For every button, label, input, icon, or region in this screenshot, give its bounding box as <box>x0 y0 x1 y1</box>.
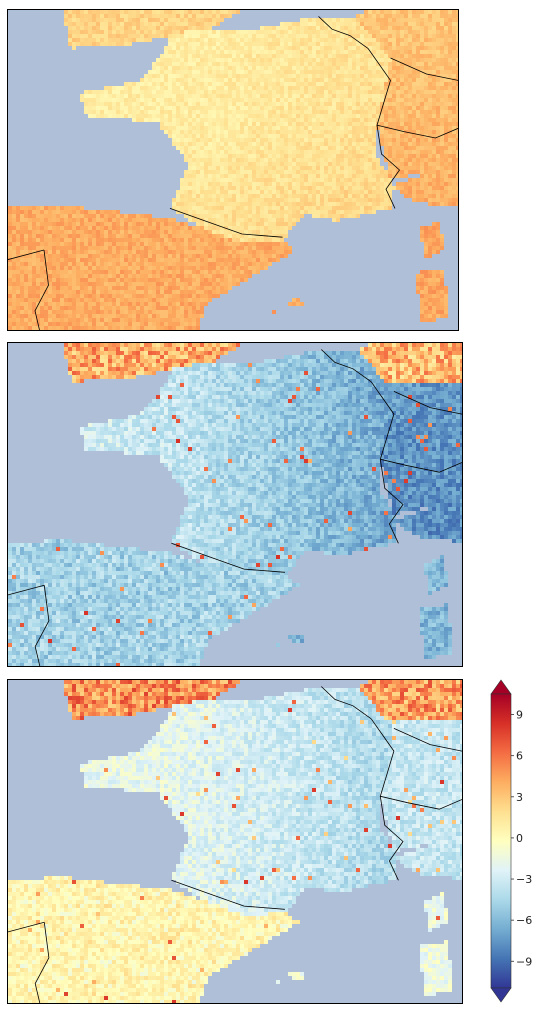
colorbar-tick-label: 6 <box>516 750 523 763</box>
raster-cells <box>8 10 458 330</box>
colorbar-tick-label: 0 <box>516 832 523 845</box>
raster-cells <box>8 680 462 1003</box>
map-top-canvas <box>8 10 458 330</box>
map-bottom-canvas <box>8 680 462 1003</box>
country-borders <box>8 349 462 666</box>
colorbar-tick-label: −9 <box>516 955 532 968</box>
country-borders <box>8 16 458 330</box>
country-borders <box>8 686 462 1003</box>
colorbar-canvas: 9 6 3 0 −3 −6 −9 <box>490 679 532 1003</box>
colorbar-tick-label: −6 <box>516 914 532 927</box>
colorbar-tick-label: 3 <box>516 791 523 804</box>
raster-cells <box>8 343 462 666</box>
colorbar-tick-label: −3 <box>516 873 532 886</box>
colorbar-min-extend-arrow <box>490 987 512 1003</box>
colorbar-max-extend-arrow <box>490 679 512 695</box>
map-panel-top <box>7 9 459 331</box>
map-middle-canvas <box>8 343 462 666</box>
map-panel-bottom <box>7 679 463 1004</box>
colorbar-body <box>490 693 512 989</box>
colorbar-ticks: 9 6 3 0 −3 −6 −9 <box>511 709 532 968</box>
colorbar: 9 6 3 0 −3 −6 −9 <box>488 676 538 1006</box>
colorbar-tick-label: 9 <box>516 709 523 722</box>
map-panel-middle <box>7 342 463 667</box>
